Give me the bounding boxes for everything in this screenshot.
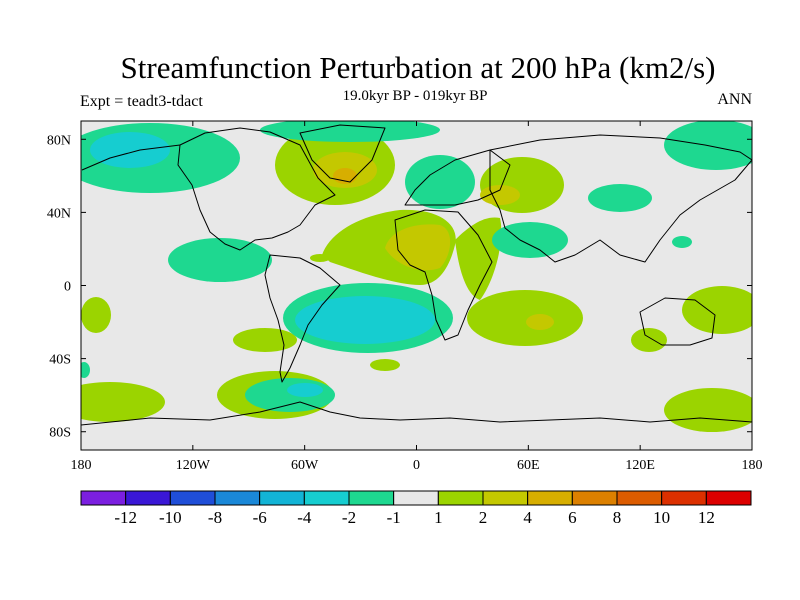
colorbar-label: 12 [698,508,715,527]
contour-region [287,383,323,397]
lon-tick-label: 60E [517,458,540,473]
coastline-asia [489,134,752,263]
contour-region [370,359,400,371]
colorbar-swatch [482,490,529,506]
lon-tick-label: 60W [291,458,319,473]
experiment-label: Expt = teadt3-tdact [80,93,203,110]
contour-region [664,388,752,432]
lon-tick-label: 180 [742,458,763,473]
contour-region [295,296,435,344]
colorbar-swatch [303,490,350,506]
colorbar-swatch [661,490,707,506]
colorbar-label: -1 [387,508,401,527]
lon-tick-label: 180 [71,458,92,473]
coastline-layer [81,124,752,426]
colorbar-swatch [437,490,484,506]
lat-tick-label: 0 [64,280,71,295]
lat-tick-label: 80S [49,426,71,441]
colorbar-swatch [169,490,216,506]
colorbar-swatch [80,490,127,506]
axis-ticks: 180 120W 60W 0 60E 120E 180 80N 40N 0 40S 80S [47,121,763,473]
plot-subtitle: 19.0kyr BP - 019kyr BP [342,88,488,104]
contour-region [81,382,165,422]
colorbar-swatch [393,490,439,506]
contour-region [492,222,568,258]
coastline-south-america [264,254,341,383]
contour-region [90,132,170,168]
contour-region [588,184,652,212]
contour-region [480,157,564,213]
contour-fill-layer [81,121,752,432]
contour-region [405,155,475,209]
coastline-europe [404,149,511,206]
lat-tick-label: 40S [49,353,71,368]
colorbar-label: 6 [568,508,577,527]
contour-region [631,328,667,352]
contour-region [672,236,692,248]
colorbar-swatch [705,490,752,506]
colorbar-swatch [527,490,573,506]
season-label: ANN [717,91,752,108]
plot-title: Streamfunction Perturbation at 200 hPa (… [120,50,716,85]
coastline-greenland [299,124,386,183]
contour-region [260,121,440,142]
lat-tick-label: 80N [47,133,71,148]
coastline-north-america [177,127,336,251]
contour-region [385,224,451,271]
contour-region [455,217,502,300]
colorbar-label: -12 [114,508,137,527]
contour-region [310,254,330,262]
colorbar-label: 2 [479,508,488,527]
colorbar-label: -2 [342,508,356,527]
colorbar-label: 1 [434,508,443,527]
colorbar: -12 -10 -8 -6 -4 -2 -1 1 2 4 6 8 10 12 [80,490,752,527]
contour-region [168,238,272,282]
coastline-alaska [81,144,181,171]
contour-region [480,185,520,205]
lon-tick-label: 120W [176,458,211,473]
colorbar-swatch [214,490,261,506]
colorbar-label: 8 [613,508,622,527]
contour-region [682,286,752,334]
lon-tick-label: 0 [413,458,420,473]
contour-region [526,314,554,330]
lat-tick-label: 40N [47,206,71,221]
contour-region [333,168,357,184]
contour-region [81,297,111,333]
colorbar-swatch [616,490,663,506]
colorbar-swatch [348,490,395,506]
colorbar-swatch [125,490,171,506]
contour-region [233,328,297,352]
colorbar-label: -10 [159,508,182,527]
colorbar-label: 4 [523,508,532,527]
coastline-antarctica [81,401,752,426]
colorbar-swatch [571,490,618,506]
colorbar-label: -8 [208,508,222,527]
colorbar-label: -6 [253,508,267,527]
lon-tick-label: 120E [625,458,655,473]
colorbar-swatch [259,490,305,506]
contour-region [245,378,335,412]
colorbar-label: -4 [297,508,312,527]
contour-region [81,362,90,378]
coastline-africa [394,209,493,341]
contour-region [467,290,583,346]
colorbar-label: 10 [653,508,670,527]
coastline-australia [639,297,716,346]
